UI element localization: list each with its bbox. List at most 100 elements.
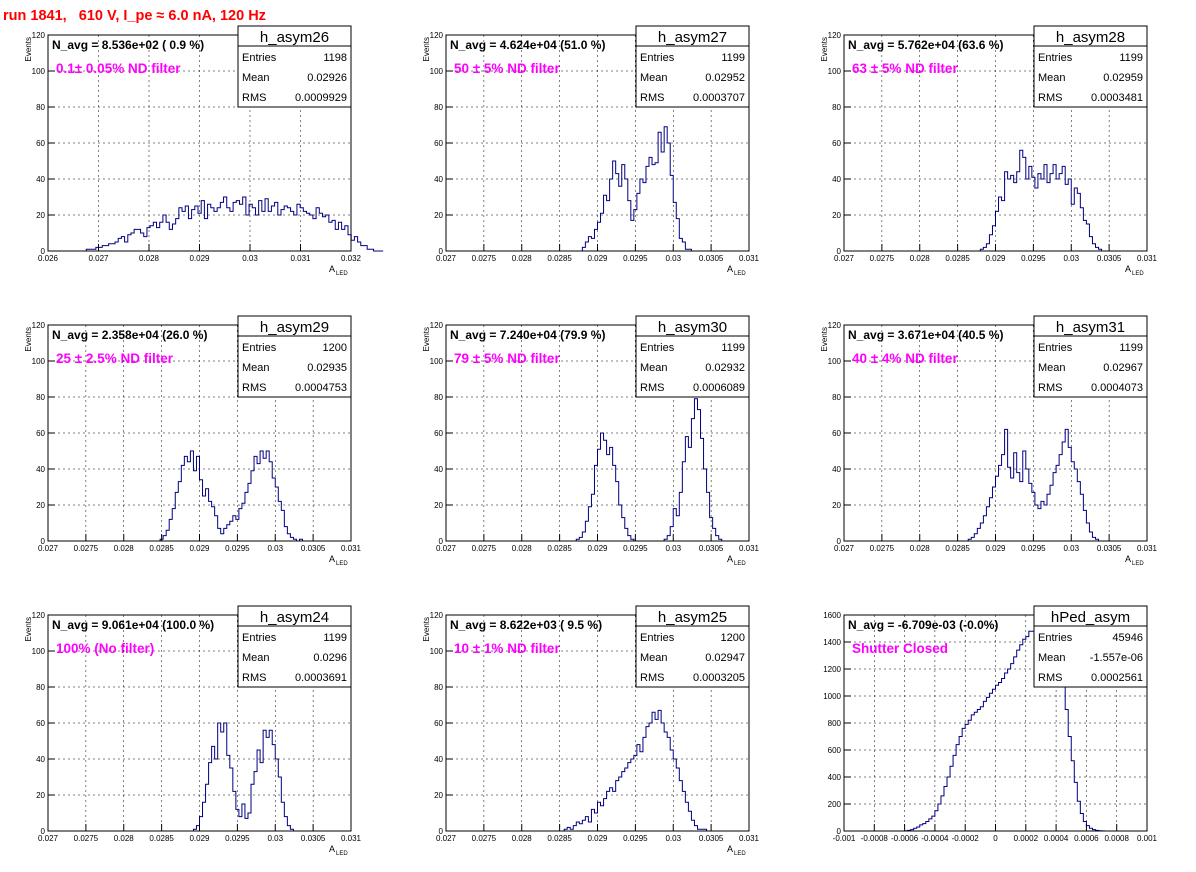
stats-key: Mean: [640, 72, 668, 84]
x-tick-label: 0.03: [665, 254, 681, 263]
y-tick-label: 60: [434, 429, 443, 438]
x-tick-label: 0.028: [512, 834, 533, 843]
histogram-name: h_asym27: [658, 29, 727, 46]
filter-label: Shutter Closed: [852, 641, 948, 656]
y-tick-label: 120: [430, 321, 444, 330]
y-tick-label: 800: [828, 719, 842, 728]
y-tick-label: 60: [36, 429, 45, 438]
stats-value: 0.0009929: [295, 92, 347, 104]
y-tick-label: 0: [41, 827, 46, 836]
stats-key: Entries: [640, 342, 675, 354]
x-tick-label: 0.027: [38, 544, 59, 553]
x-tick-label: 0.03: [665, 834, 681, 843]
stats-key: RMS: [1038, 672, 1062, 684]
x-tick-label: 0.031: [1137, 544, 1158, 553]
x-tick-label: 0.032: [341, 254, 362, 263]
stats-value: 0.0004753: [295, 382, 347, 394]
stats-box: [1033, 25, 1148, 108]
x-tick-label: 0.0285: [149, 834, 174, 843]
x-tick-label: 0.027: [834, 254, 855, 263]
x-tick-label: 0.03: [267, 544, 283, 553]
y-tick-label: 40: [434, 755, 443, 764]
histogram-name: h_asym26: [260, 29, 329, 46]
stats-key: Mean: [1038, 652, 1066, 664]
x-tick-label: 0.0305: [699, 834, 724, 843]
y-tick-label: 20: [434, 211, 443, 220]
stats-value: 0.02959: [1103, 72, 1143, 84]
stats-key: RMS: [242, 672, 266, 684]
x-tick-label: 0.0305: [301, 834, 326, 843]
stats-value: 0.02926: [307, 72, 347, 84]
x-tick-label: -0.0004: [921, 834, 949, 843]
x-tick-label: -0.0006: [891, 834, 919, 843]
stats-key: Mean: [242, 72, 270, 84]
stats-key: Mean: [1038, 362, 1066, 374]
y-tick-label: 0: [41, 537, 46, 546]
filter-label: 40 ± 4% ND filter: [852, 351, 958, 366]
y-tick-label: 120: [32, 611, 46, 620]
y-tick-label: 20: [434, 501, 443, 510]
histogram-panel-hPed_asym: -0.001 -0.0008 -0.0006 -0.0004 -0.0002 0 0.000…: [823, 605, 1158, 843]
x-tick-label: 0: [993, 834, 998, 843]
histogram-name: h_asym30: [658, 319, 727, 336]
stats-key: RMS: [242, 92, 266, 104]
x-tick-label: 0.0285: [945, 544, 970, 553]
stats-box: [635, 315, 750, 398]
y-tick-label: 120: [828, 31, 842, 40]
x-tick-label: 0.0295: [623, 254, 648, 263]
y-tick-label: 1600: [823, 611, 841, 620]
y-tick-label: 40: [832, 175, 841, 184]
x-tick-label: 0.03: [665, 544, 681, 553]
stats-box: [237, 605, 352, 688]
navg-label: N_avg = 8.536e+02 ( 0.9 %): [52, 38, 204, 52]
stats-key: Entries: [242, 52, 277, 64]
y-tick-label: 120: [828, 321, 842, 330]
x-tick-label: 0.0275: [472, 544, 497, 553]
stats-key: RMS: [640, 92, 664, 104]
x-axis-title: A: [329, 844, 335, 854]
stats-value: 0.02947: [705, 652, 745, 664]
y-axis-title: Events: [422, 327, 431, 351]
y-tick-label: 20: [832, 501, 841, 510]
x-tick-label: 0.03: [242, 254, 258, 263]
x-axis-title-subscript: LED: [734, 561, 746, 567]
x-tick-label: 0.03: [1063, 544, 1079, 553]
y-tick-label: 20: [832, 211, 841, 220]
y-tick-label: 80: [434, 393, 443, 402]
stats-value: 0.0004073: [1091, 382, 1143, 394]
x-tick-label: 0.0305: [301, 544, 326, 553]
histogram-name: h_asym28: [1056, 29, 1125, 46]
y-tick-label: 20: [434, 791, 443, 800]
y-tick-label: 600: [828, 746, 842, 755]
y-tick-label: 80: [36, 393, 45, 402]
x-tick-label: -0.0002: [952, 834, 980, 843]
x-tick-label: 0.029: [189, 254, 210, 263]
x-tick-label: 0.0285: [547, 834, 572, 843]
histogram-panel-h_asym28: 0.027 0.0275 0.028 0.0285 0.029 0.0295 0.03 0.0…: [820, 25, 1158, 277]
stats-box: [1033, 315, 1148, 398]
y-tick-label: 100: [32, 67, 46, 76]
y-tick-label: 100: [828, 357, 842, 366]
y-tick-label: 1000: [823, 692, 841, 701]
navg-label: N_avg = 4.624e+04 (51.0 %): [450, 38, 605, 52]
stats-value: 1200: [323, 342, 347, 354]
y-tick-label: 0: [439, 537, 444, 546]
x-tick-label: 0.0275: [870, 254, 895, 263]
stats-key: Mean: [640, 652, 668, 664]
y-tick-label: 0: [837, 537, 842, 546]
x-tick-label: 0.0275: [472, 254, 497, 263]
navg-label: N_avg = 9.061e+04 (100.0 %): [52, 618, 214, 632]
y-tick-label: 0: [41, 247, 46, 256]
y-axis-title: Events: [422, 617, 431, 641]
stats-box: [1033, 605, 1148, 688]
stats-value: 0.02935: [307, 362, 347, 374]
x-tick-label: 0.0285: [547, 544, 572, 553]
x-tick-label: 0.0004: [1044, 834, 1069, 843]
x-tick-label: 0.0295: [225, 544, 250, 553]
x-tick-label: 0.031: [739, 254, 760, 263]
stats-key: RMS: [640, 382, 664, 394]
y-tick-label: 400: [828, 773, 842, 782]
navg-label: N_avg = -6.709e-03 (-0.0%): [848, 618, 998, 632]
filter-label: 10 ± 1% ND filter: [454, 641, 560, 656]
filter-label: 63 ± 5% ND filter: [852, 61, 958, 76]
